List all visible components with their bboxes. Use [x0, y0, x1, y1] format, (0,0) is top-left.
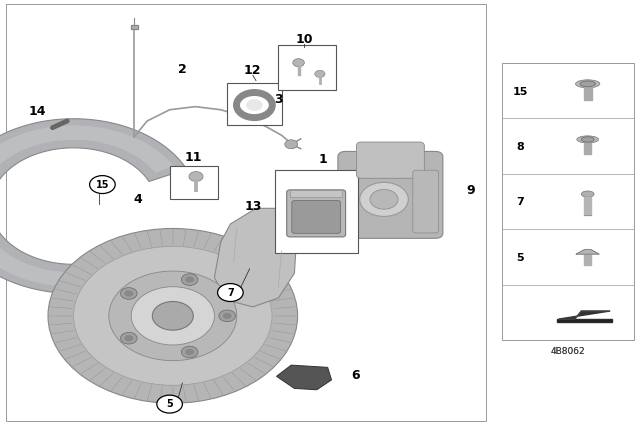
- Text: 9: 9: [466, 184, 475, 197]
- Polygon shape: [559, 311, 610, 319]
- FancyBboxPatch shape: [338, 151, 443, 238]
- Circle shape: [246, 99, 263, 111]
- Circle shape: [223, 313, 232, 319]
- Text: 6: 6: [351, 369, 360, 382]
- FancyBboxPatch shape: [287, 190, 346, 237]
- Bar: [278, 45, 336, 90]
- Bar: [275, 170, 358, 253]
- Circle shape: [285, 140, 298, 149]
- Text: 3: 3: [274, 93, 283, 106]
- Circle shape: [109, 271, 237, 361]
- Circle shape: [219, 310, 236, 322]
- Circle shape: [90, 176, 115, 194]
- Text: 15: 15: [95, 180, 109, 190]
- Ellipse shape: [575, 80, 600, 88]
- Ellipse shape: [577, 136, 598, 143]
- Circle shape: [131, 287, 214, 345]
- Text: 15: 15: [513, 87, 528, 97]
- Circle shape: [185, 349, 194, 355]
- Polygon shape: [576, 250, 599, 254]
- Text: 4B8062: 4B8062: [550, 347, 586, 356]
- Circle shape: [181, 274, 198, 285]
- FancyBboxPatch shape: [356, 142, 424, 178]
- Circle shape: [218, 284, 243, 302]
- Polygon shape: [0, 125, 173, 287]
- Text: 10: 10: [295, 33, 313, 46]
- Text: 1: 1: [319, 152, 328, 166]
- FancyBboxPatch shape: [413, 170, 438, 233]
- Circle shape: [152, 302, 193, 330]
- Bar: [6, 4, 486, 421]
- Circle shape: [189, 172, 203, 181]
- Bar: [502, 63, 634, 340]
- Bar: [170, 166, 218, 199]
- Ellipse shape: [581, 191, 594, 197]
- Polygon shape: [276, 365, 332, 390]
- Text: 8: 8: [516, 142, 524, 151]
- Bar: [227, 83, 282, 125]
- Circle shape: [124, 335, 133, 341]
- Polygon shape: [0, 119, 187, 293]
- Circle shape: [185, 276, 194, 283]
- Polygon shape: [557, 319, 612, 322]
- Polygon shape: [214, 208, 298, 307]
- Circle shape: [360, 182, 408, 216]
- Bar: [290, 190, 342, 197]
- Text: 14: 14: [28, 104, 46, 118]
- Ellipse shape: [580, 81, 595, 87]
- Ellipse shape: [581, 137, 594, 142]
- Circle shape: [315, 70, 325, 78]
- Circle shape: [370, 190, 398, 209]
- Text: 2: 2: [178, 63, 187, 76]
- Circle shape: [74, 246, 272, 385]
- Circle shape: [48, 228, 298, 403]
- Text: 7: 7: [227, 288, 234, 297]
- Circle shape: [120, 332, 137, 344]
- Polygon shape: [131, 25, 138, 29]
- FancyBboxPatch shape: [292, 201, 340, 233]
- Circle shape: [181, 346, 198, 358]
- Text: 5: 5: [166, 399, 173, 409]
- Text: 4: 4: [133, 193, 142, 206]
- Circle shape: [120, 288, 137, 299]
- Circle shape: [292, 59, 305, 67]
- Circle shape: [157, 395, 182, 413]
- Circle shape: [124, 290, 133, 297]
- Text: 7: 7: [516, 197, 524, 207]
- Text: 11: 11: [184, 151, 202, 164]
- Text: 5: 5: [516, 253, 524, 263]
- Text: 12: 12: [244, 64, 262, 78]
- Text: 4B8062: 4B8062: [550, 347, 586, 356]
- Text: 13: 13: [244, 200, 262, 214]
